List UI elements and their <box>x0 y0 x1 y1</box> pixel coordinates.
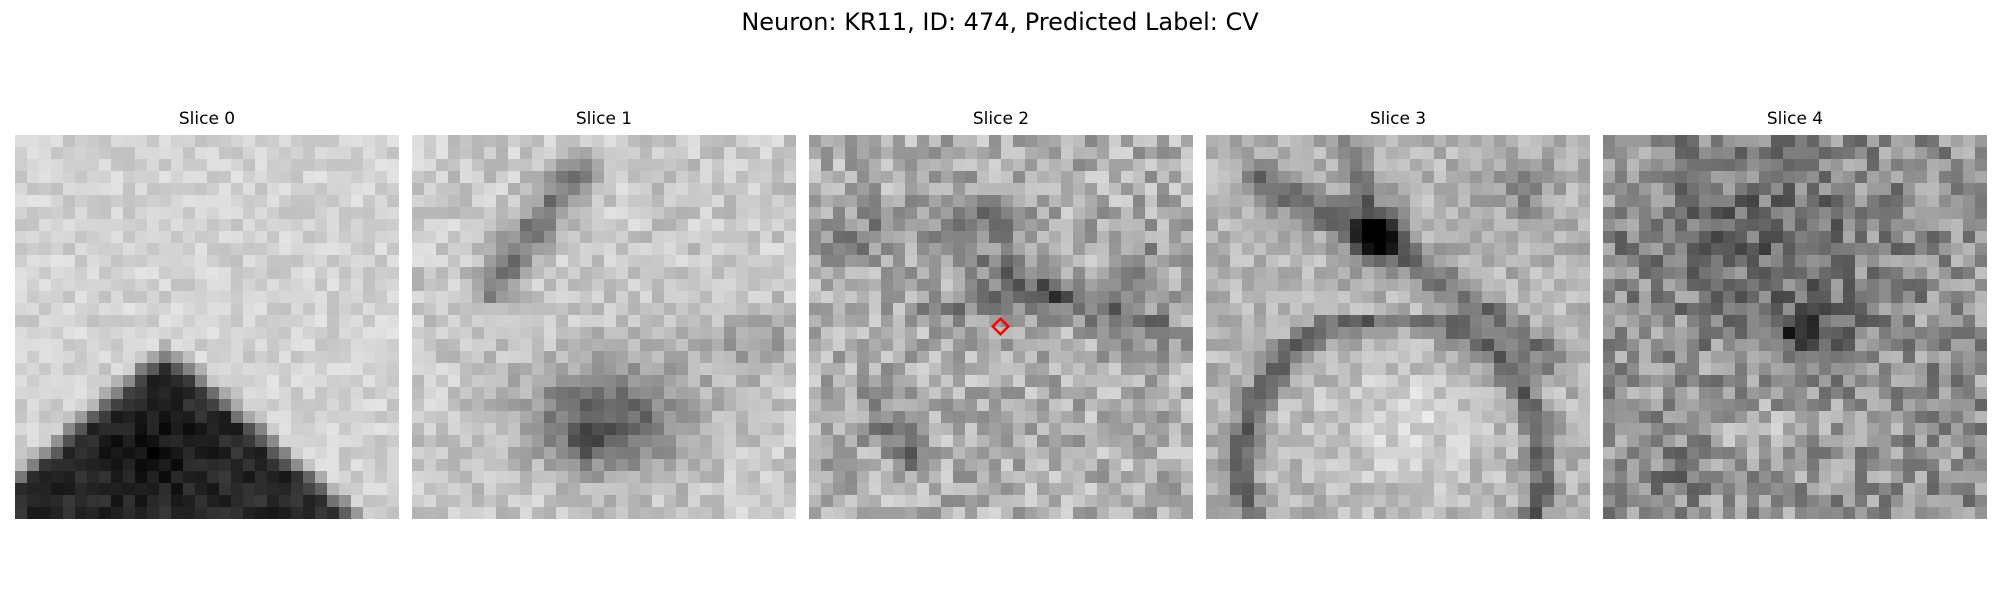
slice-title: Slice 3 <box>1206 108 1590 130</box>
slice-image <box>809 135 1193 519</box>
slice-title: Slice 1 <box>412 108 796 130</box>
slice-panel-3: Slice 3 <box>1206 108 1590 519</box>
slice-title: Slice 4 <box>1603 108 1987 130</box>
slice-title: Slice 0 <box>15 108 399 130</box>
slice-title: Slice 2 <box>809 108 1193 130</box>
slice-image <box>15 135 399 519</box>
slice-panel-2: Slice 2 <box>809 108 1193 519</box>
slice-panel-0: Slice 0 <box>15 108 399 519</box>
slice-image <box>1206 135 1590 519</box>
slice-panel-4: Slice 4 <box>1603 108 1987 519</box>
slice-panel-1: Slice 1 <box>412 108 796 519</box>
slice-image <box>412 135 796 519</box>
figure-title: Neuron: KR11, ID: 474, Predicted Label: … <box>0 6 2000 38</box>
slice-image <box>1603 135 1987 519</box>
